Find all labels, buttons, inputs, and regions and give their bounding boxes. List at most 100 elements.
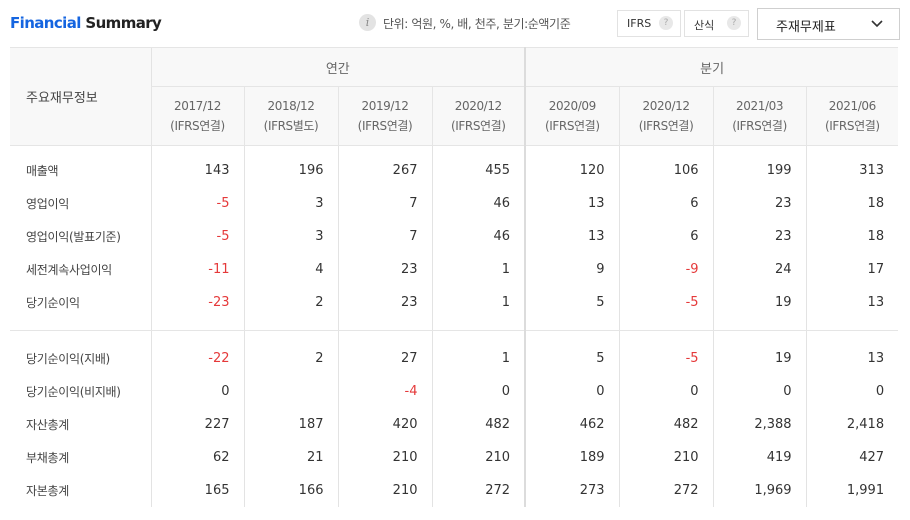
row-label[interactable]: 당기순이익(지배) (26, 352, 110, 366)
table-row: 자산총계 227 187 420 482 462 482 2,388 2,418 (10, 408, 899, 441)
value-cell: 210 (431, 441, 526, 474)
value-cell: 187 (243, 408, 338, 441)
value-cell: 482 (431, 408, 526, 441)
value-cell: 199 (712, 154, 807, 187)
table-row: 부채총계 62 21 210 210 189 210 419 427 (10, 441, 899, 474)
value-cell: 210 (618, 441, 714, 474)
value-cell: 13 (805, 342, 899, 375)
table-row: 세전계속사업이익 -11 4 23 1 9 -9 24 17 (10, 253, 899, 286)
value-cell: 27 (337, 342, 432, 375)
value-cell: 13 (524, 220, 620, 253)
value-cell: 4 (243, 253, 338, 286)
period-header: 2020/12 (IFRS연결) (431, 86, 526, 146)
value-cell: 1 (431, 253, 526, 286)
period-basis: (IFRS연결) (732, 119, 787, 133)
row-label[interactable]: 당기순이익(비지배) (26, 385, 121, 399)
value-cell: 455 (431, 154, 526, 187)
value-cell: 1 (431, 342, 526, 375)
formula-help-icon[interactable]: ? (727, 16, 741, 30)
period-basis: (IFRS연결) (357, 119, 413, 133)
period-basis: (IFRS연결) (825, 119, 880, 133)
period-header: 2019/12 (IFRS연결) (337, 86, 432, 146)
table-row: 당기순이익(지배) -22 2 27 1 5 -5 19 13 (10, 342, 899, 375)
value-cell: 5 (524, 286, 620, 319)
value-cell: 3 (243, 220, 338, 253)
value-cell: 46 (431, 220, 526, 253)
value-cell: 0 (805, 375, 899, 408)
title-financial: Financial (10, 14, 81, 32)
unit-note: 단위: 억원, %, 배, 천주, 분기:순액기준 (383, 17, 571, 31)
value-cell: -5 (150, 187, 244, 220)
value-cell: 23 (712, 187, 807, 220)
value-cell: 210 (337, 441, 432, 474)
value-cell: 1 (431, 286, 526, 319)
row-label[interactable]: 영업이익(발표기준) (26, 230, 121, 244)
ifrs-help-icon[interactable]: ? (659, 16, 673, 30)
statement-type-select[interactable]: 주재무제표 (757, 8, 900, 40)
row-label[interactable]: 영업이익 (26, 197, 69, 211)
title-summary: Summary (85, 14, 162, 32)
value-cell: 62 (150, 441, 244, 474)
formula-label: 산식 (694, 19, 715, 32)
value-cell: 1,991 (805, 474, 899, 507)
value-cell: 17 (805, 253, 899, 286)
formula-toggle[interactable]: 산식 ? (684, 10, 749, 37)
table-row: 당기순이익 -23 2 23 1 5 -5 19 13 (10, 286, 899, 319)
value-cell: 6 (618, 187, 714, 220)
value-cell: 2 (243, 342, 338, 375)
value-cell: 2,388 (712, 408, 807, 441)
value-cell: 7 (337, 187, 432, 220)
period-date: 2020/12 (454, 99, 502, 113)
value-cell: 18 (805, 187, 899, 220)
value-cell: -5 (618, 342, 714, 375)
value-cell: 0 (524, 375, 620, 408)
value-cell: 2 (243, 286, 338, 319)
value-cell: 0 (150, 375, 244, 408)
value-cell: 46 (431, 187, 526, 220)
value-cell: 18 (805, 220, 899, 253)
ifrs-label: IFRS (627, 17, 652, 30)
period-header: 2020/12 (IFRS연결) (618, 86, 714, 146)
row-label[interactable]: 매출액 (26, 164, 59, 178)
period-basis: (IFRS연결) (450, 119, 506, 133)
period-date: 2019/12 (361, 99, 409, 113)
period-header: 2021/03 (IFRS연결) (712, 86, 807, 146)
value-cell: 24 (712, 253, 807, 286)
section-title: Financial Summary (10, 14, 162, 32)
row-label[interactable]: 자본총계 (26, 484, 69, 498)
row-label[interactable]: 당기순이익 (26, 296, 80, 310)
period-date: 2017/12 (173, 99, 222, 113)
value-cell: 23 (712, 220, 807, 253)
annual-group-header: 연간 (150, 47, 526, 87)
value-cell: 19 (712, 286, 807, 319)
value-cell: 189 (524, 441, 620, 474)
period-header: 2018/12 (IFRS별도) (243, 86, 338, 146)
value-cell: 21 (243, 441, 338, 474)
period-basis: (IFRS연결) (638, 119, 694, 133)
table-body: 매출액 143 196 267 455 120 106 199 313 영업이익 -5 3 7 46 13 6… (10, 145, 899, 507)
value-cell: 272 (618, 474, 714, 507)
row-label[interactable]: 자산총계 (26, 418, 69, 432)
row-label[interactable]: 부채총계 (26, 451, 69, 465)
value-cell: 482 (618, 408, 714, 441)
value-cell: 3 (243, 187, 338, 220)
chevron-down-icon (871, 20, 883, 28)
value-cell: 313 (805, 154, 899, 187)
value-cell: -9 (618, 253, 714, 286)
value-cell: 143 (150, 154, 244, 187)
period-header: 2017/12 (IFRS연결) (150, 86, 244, 146)
table-row: 당기순이익(비지배) 0 -4 0 0 0 0 0 (10, 375, 899, 408)
value-cell: 0 (618, 375, 714, 408)
period-date: 2020/12 (642, 99, 690, 113)
value-cell: 272 (431, 474, 526, 507)
info-icon[interactable]: i (359, 14, 376, 31)
value-cell: 23 (337, 286, 432, 319)
quarterly-group-header: 분기 (524, 47, 899, 87)
summary-header: Financial Summary i 단위: 억원, %, 배, 천주, 분기… (0, 0, 910, 46)
table-row: 자본총계 165 166 210 272 273 272 1,969 1,991 (10, 474, 899, 507)
value-cell: 419 (712, 441, 807, 474)
row-label[interactable]: 세전계속사업이익 (26, 263, 112, 277)
ifrs-toggle[interactable]: IFRS ? (617, 10, 681, 37)
period-header: 2020/09 (IFRS연결) (524, 86, 620, 146)
value-cell: 6 (618, 220, 714, 253)
